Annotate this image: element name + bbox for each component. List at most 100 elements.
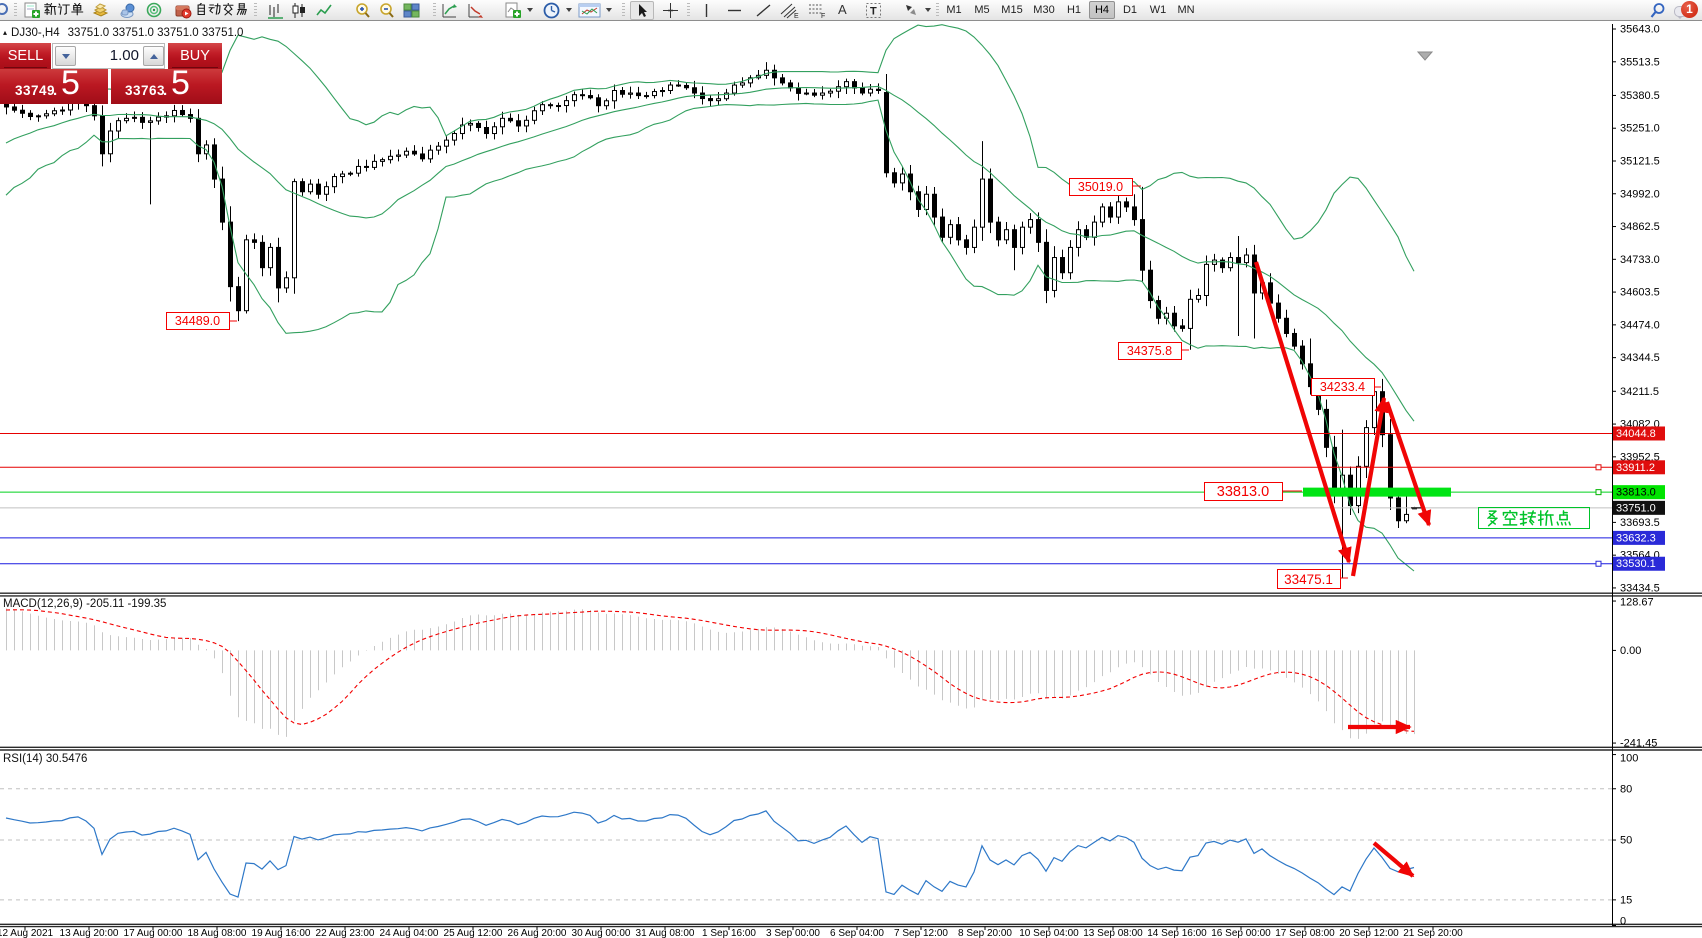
fibonacci-tool[interactable]: F	[808, 2, 828, 19]
signals-icon[interactable]	[146, 2, 163, 19]
price-badge	[1613, 500, 1665, 515]
level-lines[interactable]	[0, 432, 1612, 567]
sell-price-display[interactable]: 33749. 5	[0, 64, 108, 104]
collapse-icon[interactable]: ▴	[3, 28, 8, 37]
svg-text:21 Sep 20:00: 21 Sep 20:00	[1403, 928, 1463, 938]
candle-chart-icon[interactable]	[291, 2, 308, 19]
line-handle[interactable]	[1595, 560, 1602, 567]
cursor-tool[interactable]	[630, 1, 654, 20]
timeframe-H1[interactable]: H1	[1066, 4, 1082, 16]
zoom-in-icon[interactable]	[354, 2, 371, 19]
buy-underline	[172, 67, 218, 68]
price-callout[interactable]: 34489.0	[166, 312, 238, 330]
price-callout[interactable]: 33475.1	[1277, 569, 1349, 589]
shift-marker[interactable]	[1416, 51, 1434, 61]
price-callout[interactable]: 35019.0	[1069, 178, 1142, 196]
svg-text:33632.3: 33632.3	[1616, 532, 1656, 544]
vertical-line-tool[interactable]	[698, 2, 715, 19]
timeframe-MN[interactable]: MN	[1177, 4, 1195, 16]
toolbar-grip	[936, 3, 939, 17]
toolbar-grip	[433, 3, 436, 17]
channel-tool[interactable]: E	[780, 2, 800, 19]
svg-text:33813.0: 33813.0	[1616, 487, 1656, 499]
svg-text:33530.1: 33530.1	[1616, 558, 1656, 570]
metaeditor-icon[interactable]	[92, 2, 109, 19]
buy-price-display[interactable]: 33763. 5	[111, 64, 222, 104]
new-indicator-window-icon[interactable]	[441, 2, 458, 19]
timeframe-M30[interactable]: M30	[1033, 4, 1055, 16]
timeframe-M1[interactable]: M1	[946, 4, 962, 16]
label-tool[interactable]: T	[865, 2, 882, 19]
bollinger-middle	[5, 85, 1415, 422]
crosshair-tool[interactable]	[662, 2, 679, 19]
text-tool[interactable]: A	[838, 2, 847, 17]
bar-chart-icon[interactable]	[267, 2, 284, 19]
templates-caret[interactable]	[606, 8, 612, 12]
autotrade-label[interactable]	[195, 2, 249, 18]
sell-price-point: .	[53, 82, 58, 99]
timeframe-M5[interactable]: M5	[974, 4, 990, 16]
sell-button-label: SELL	[7, 48, 44, 64]
price-callout[interactable]: 34375.8	[1118, 342, 1190, 360]
svg-text:0: 0	[1620, 916, 1626, 928]
indicators-icon[interactable]	[505, 2, 522, 19]
line-chart-icon[interactable]	[316, 2, 333, 19]
market-icon[interactable]	[119, 2, 136, 19]
periods-icon[interactable]	[543, 2, 560, 19]
buy-button[interactable]: BUY	[168, 43, 222, 69]
search-icon[interactable]	[1649, 2, 1666, 19]
indicators-caret[interactable]	[527, 8, 533, 12]
tile-windows-icon[interactable]	[403, 2, 420, 19]
buy-price-frac: 5	[171, 64, 190, 102]
timeframe-D1[interactable]: D1	[1122, 4, 1138, 16]
volume-decrease-button[interactable]	[55, 46, 76, 66]
periods-caret[interactable]	[566, 8, 572, 12]
zoom-out-icon[interactable]	[378, 2, 395, 19]
volume-control: 1.00	[52, 43, 165, 69]
trendline-tool[interactable]	[755, 2, 772, 19]
price-callout[interactable]: 34233.4	[1311, 378, 1382, 396]
line-handle[interactable]	[1595, 489, 1602, 496]
volume-increase-button[interactable]	[143, 46, 164, 66]
macd-value-signal: -199.35	[127, 598, 167, 610]
svg-text:15: 15	[1620, 894, 1632, 906]
sell-underline	[4, 67, 47, 68]
price-badge	[1613, 426, 1665, 441]
svg-text:35513.5: 35513.5	[1620, 56, 1660, 68]
new-order-icon[interactable]	[24, 2, 41, 19]
svg-text:34211.5: 34211.5	[1620, 386, 1659, 398]
svg-text:33434.5: 33434.5	[1620, 582, 1660, 594]
svg-text:6 Sep 04:00: 6 Sep 04:00	[830, 928, 884, 938]
svg-text:12 Aug 2021: 12 Aug 2021	[0, 928, 54, 938]
timeframe-M15[interactable]: M15	[1001, 4, 1023, 16]
trend-arrow[interactable]	[1253, 261, 1352, 564]
trend-arrow[interactable]	[1385, 401, 1432, 527]
new-order-label[interactable]	[44, 2, 86, 18]
trend-arrow[interactable]	[1350, 396, 1389, 577]
volume-input[interactable]: 1.00	[109, 47, 139, 64]
line-handle[interactable]	[1595, 464, 1602, 471]
price-badge	[1613, 485, 1665, 500]
arrows-tool[interactable]	[903, 2, 920, 19]
svg-text:20 Sep 12:00: 20 Sep 12:00	[1339, 928, 1399, 938]
arrows-caret[interactable]	[925, 8, 931, 12]
timeframe-H4[interactable]: H4	[1089, 1, 1115, 19]
annotations[interactable]: 34489.0 35019.0 34375.8 34233.4 33813.0 33475…	[166, 51, 1434, 878]
horizontal-line-tool[interactable]	[726, 2, 743, 19]
autotrade-icon[interactable]	[175, 2, 192, 19]
turning-point-annotation[interactable]	[1478, 507, 1590, 529]
timeframe-W1[interactable]: W1	[1149, 4, 1167, 16]
macd-panel	[5, 608, 1415, 739]
sell-button[interactable]: SELL	[0, 43, 51, 69]
price-callout[interactable]: 33813.0	[1204, 482, 1303, 501]
chart-window-icon[interactable]	[0, 2, 8, 19]
svg-text:33475.1: 33475.1	[1284, 572, 1333, 587]
indicator-properties-icon[interactable]	[467, 2, 484, 19]
trend-arrow[interactable]	[1372, 841, 1415, 878]
notification-badge[interactable]: 1	[1681, 1, 1698, 18]
templates-icon[interactable]	[578, 2, 602, 19]
buy-button-label: BUY	[180, 48, 210, 64]
rsi-name: RSI(14)	[3, 753, 43, 765]
toolbar-grip	[254, 3, 257, 17]
